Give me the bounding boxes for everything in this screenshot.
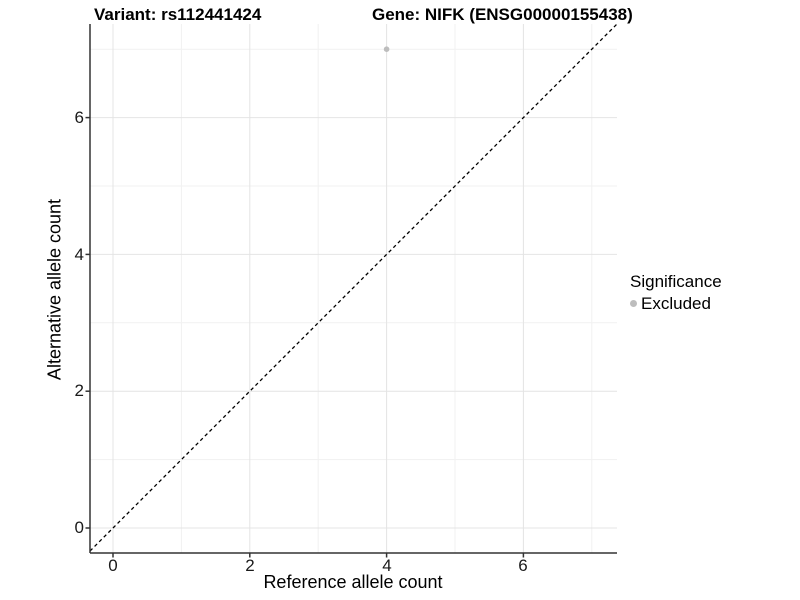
- legend-item-excluded: Excluded: [630, 293, 722, 314]
- x-tick-label-6: 6: [518, 556, 528, 575]
- data-point: [383, 46, 390, 52]
- plot-title-gene: Gene: NIFK (ENSG00000155438): [372, 5, 633, 24]
- x-axis-title: Reference allele count: [263, 572, 443, 592]
- point-swatch-icon: [630, 300, 637, 307]
- x-tick-label-4: 4: [382, 556, 392, 575]
- x-tick-label-0: 0: [108, 556, 118, 575]
- plot-title-variant: Variant: rs112441424: [94, 5, 262, 24]
- y-tick-label-2: 2: [74, 381, 84, 400]
- legend: Significance Excluded: [630, 271, 722, 314]
- legend-title: Significance: [630, 272, 722, 291]
- identity-line: [89, 23, 618, 552]
- y-axis-title: Alternative allele count: [44, 198, 65, 381]
- y-tick-label-6: 6: [74, 108, 84, 127]
- x-tick-label-2: 2: [245, 556, 255, 575]
- y-tick-label-0: 0: [74, 518, 84, 537]
- y-tick-label-4: 4: [74, 245, 84, 264]
- legend-item-label: Excluded: [641, 294, 711, 313]
